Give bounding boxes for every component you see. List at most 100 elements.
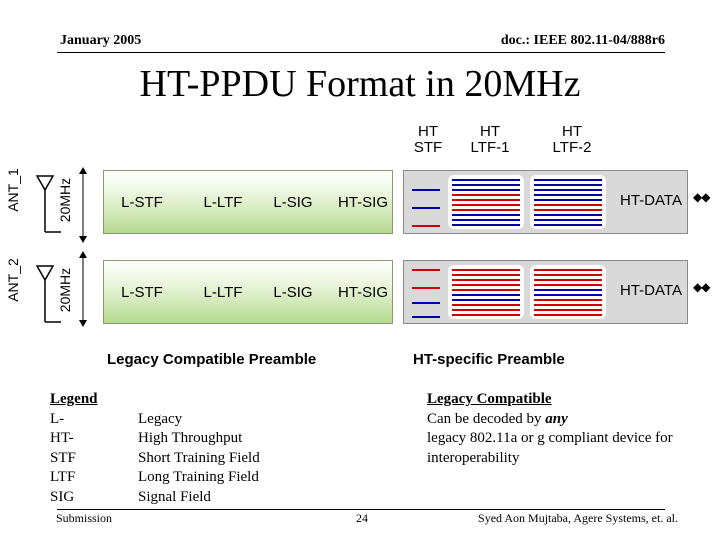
ant1-field-l-sig: L-SIG [273, 193, 313, 211]
ant2-antenna-icon [35, 265, 61, 323]
ant1-stf-line [412, 189, 440, 191]
ant2-bandwidth-arrow [79, 251, 87, 327]
footer-page-number: 24 [356, 511, 368, 525]
ant1-legacy-preamble-bar [103, 170, 393, 234]
legend-term: LTF [50, 469, 76, 485]
legend-term: HT- [50, 430, 74, 446]
legend-definition: High Throughput [138, 430, 243, 446]
legend-heading: Legend [50, 391, 98, 407]
ant2-label: ANT_2 [5, 258, 21, 302]
legacy-note-heading: Legacy Compatible [427, 391, 552, 407]
ant1-ltf1-line [452, 204, 520, 206]
legacy-note-line2: legacy 802.11a or g compliant device for [427, 430, 673, 446]
ant2-field-l-stf: L-STF [121, 283, 163, 301]
ant1-stf-line [412, 225, 440, 227]
ant1-antenna-icon [35, 175, 61, 233]
caption-legacy-preamble: Legacy Compatible Preamble [107, 351, 317, 368]
ant2-stf-line [412, 269, 440, 271]
footer-rule [57, 509, 665, 510]
ant1-ltf2-line [534, 194, 602, 196]
ant2-ltf1-line [452, 309, 520, 311]
ant2-ltf1-line [452, 269, 520, 271]
ant2-ltf2-line [534, 294, 602, 296]
legend-term: SIG [50, 488, 75, 505]
ant1-ltf2-line [534, 214, 602, 216]
ant1-field-ht-sig: HT-SIG [337, 193, 388, 211]
ant2-field-l-sig: L-SIG [273, 283, 313, 301]
ant1-ltf1-line [452, 214, 520, 216]
ant1-ltf1-line [452, 199, 520, 201]
ant2-ltf2-line [534, 289, 602, 291]
header-ht-stf-line2: STF [413, 139, 443, 156]
ant2-bandwidth-label: 20MHz [57, 267, 73, 313]
ant1-ltf2-line [534, 209, 602, 211]
header-ht-ltf2-line2: LTF-2 [552, 139, 592, 156]
ant2-ltf1-line [452, 274, 520, 276]
ant2-ltf1-line [452, 304, 520, 306]
ant1-bandwidth-arrow [79, 167, 87, 243]
ant2-ltf2-line [534, 309, 602, 311]
ant2-ltf2-line [534, 274, 602, 276]
legend-term: L- [50, 410, 65, 427]
ant1-ltf2-line [534, 219, 602, 221]
ant2-stf-line [412, 316, 440, 318]
ant2-ltf2-line [534, 269, 602, 271]
ant2-field-l-ltf: L-LTF [203, 283, 243, 301]
legend-definition: Legacy [138, 410, 183, 427]
ant2-ltf2-line [534, 314, 602, 316]
legend-definition: Signal Field [138, 488, 211, 505]
header-ht-ltf2-line1: HT [562, 123, 582, 140]
header-rule [57, 52, 665, 53]
ant2-ltf1-line [452, 314, 520, 316]
header-ht-stf: HT STF [404, 124, 452, 156]
ant2-ltf1-line [452, 299, 520, 301]
ant2-field-ht-sig: HT-SIG [337, 283, 388, 301]
ant1-field-l-stf: L-STF [121, 193, 163, 211]
ant1-ltf1-line [452, 189, 520, 191]
header-date: January 2005 [60, 33, 142, 48]
ant1-ltf1-line [452, 209, 520, 211]
ant2-legacy-preamble-bar [103, 260, 393, 324]
ant1-ltf2-line [534, 179, 602, 181]
ant1-ltf1-line [452, 184, 520, 186]
ant2-stf-line [412, 302, 440, 304]
header-ht-ltf1-line2: LTF-1 [470, 139, 510, 156]
ant1-data-label: HT-DATA [620, 192, 682, 209]
legend-term: STF [50, 449, 76, 466]
ant1-ltf1-line [452, 194, 520, 196]
legend-definition: Short Training Field [138, 449, 260, 466]
ant1-ltf2-line [534, 184, 602, 186]
header-ht-ltf2: HT LTF-2 [541, 124, 603, 156]
legacy-compatible-note: Legacy Compatible Can be decoded by any … [427, 390, 673, 468]
legacy-note-line3: interoperability [427, 449, 520, 466]
ant1-label: ANT_1 [5, 168, 21, 212]
legend-definitions: Legacy High Throughput Short Training Fi… [138, 410, 260, 508]
ant1-ltf1-line [452, 179, 520, 181]
ant1-ltf2-line [534, 199, 602, 201]
ant2-ltf1-line [452, 279, 520, 281]
caption-ht-preamble: HT-specific Preamble [413, 351, 565, 368]
footer-author: Syed Aon Mujtaba, Agere Systems, et. al. [478, 511, 678, 525]
ant2-ltf2-line [534, 304, 602, 306]
ant1-continuation-icon: ◆◆ [693, 190, 710, 204]
ant1-stf-line [412, 207, 440, 209]
ant1-bandwidth-label: 20MHz [57, 177, 73, 223]
ant2-ltf1-line [452, 294, 520, 296]
header-doc-id: doc.: IEEE 802.11-04/888r6 [500, 33, 665, 48]
ant1-ltf1-line [452, 219, 520, 221]
ant2-continuation-icon: ◆◆ [693, 280, 710, 294]
legend-definition: Long Training Field [138, 469, 259, 485]
footer-submission: Submission [56, 511, 113, 525]
legacy-note-line1-prefix: Can be decoded by [427, 410, 546, 427]
ant2-ltf1-line [452, 284, 520, 286]
legend-terms: Legend L- HT- STF LTF SIG [50, 390, 98, 507]
legacy-note-emphasis: any [545, 410, 568, 427]
legacy-note-line1: Can be decoded by any [427, 410, 673, 430]
ant2-stf-line [412, 287, 440, 289]
ant2-ltf2-line [534, 279, 602, 281]
header-ht-ltf1: HT LTF-1 [459, 124, 521, 156]
slide-title: HT-PPDU Format in 20MHz [139, 63, 581, 105]
ant1-field-l-ltf: L-LTF [203, 193, 243, 211]
ant1-ltf2-line [534, 189, 602, 191]
ant1-ltf1-line [452, 224, 520, 226]
